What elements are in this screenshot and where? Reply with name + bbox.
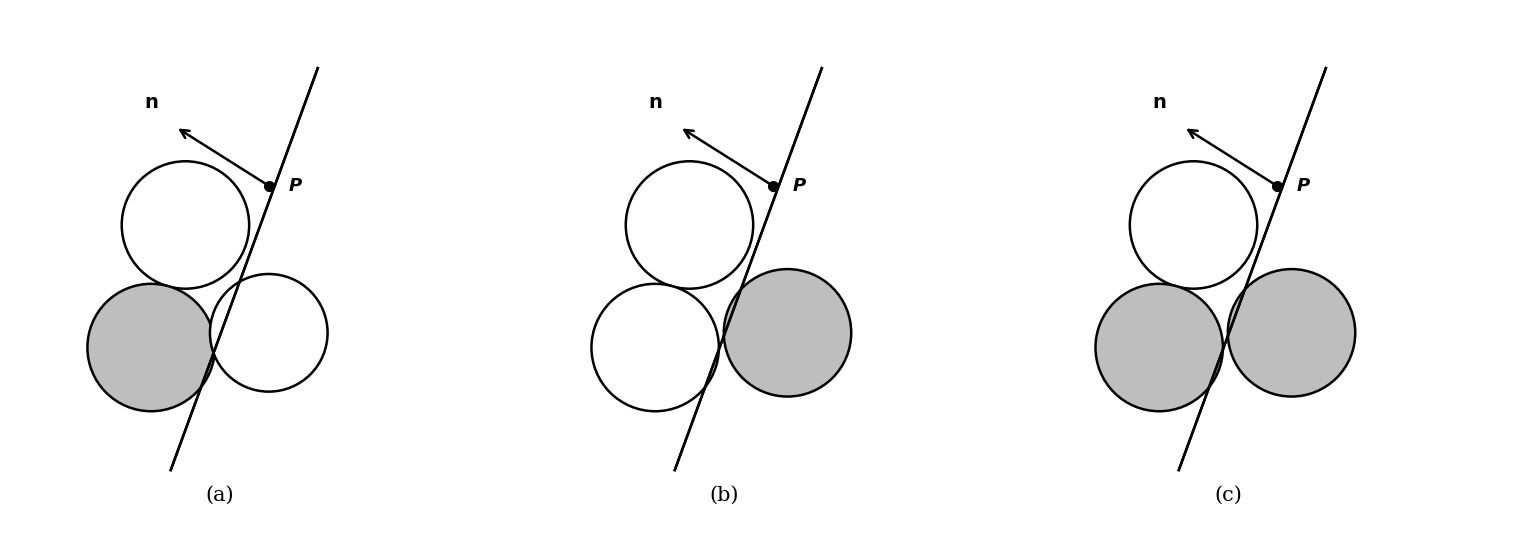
Circle shape [1228, 269, 1355, 397]
Circle shape [1096, 284, 1222, 411]
Circle shape [1129, 161, 1257, 289]
Circle shape [723, 269, 852, 397]
Text: $\mathbf{n}$: $\mathbf{n}$ [649, 94, 662, 112]
Text: (b): (b) [710, 486, 739, 504]
Text: $\mathbf{n}$: $\mathbf{n}$ [143, 94, 159, 112]
Circle shape [211, 274, 328, 392]
Circle shape [122, 161, 249, 289]
Text: $\bfit{P}$: $\bfit{P}$ [792, 177, 807, 195]
Text: $\mathbf{n}$: $\mathbf{n}$ [1152, 94, 1166, 112]
Text: (a): (a) [206, 486, 233, 504]
Circle shape [592, 284, 719, 411]
Circle shape [626, 161, 754, 289]
Text: $\bfit{P}$: $\bfit{P}$ [288, 177, 304, 195]
Circle shape [87, 284, 215, 411]
Text: $\bfit{P}$: $\bfit{P}$ [1297, 177, 1311, 195]
Text: (c): (c) [1213, 486, 1242, 504]
